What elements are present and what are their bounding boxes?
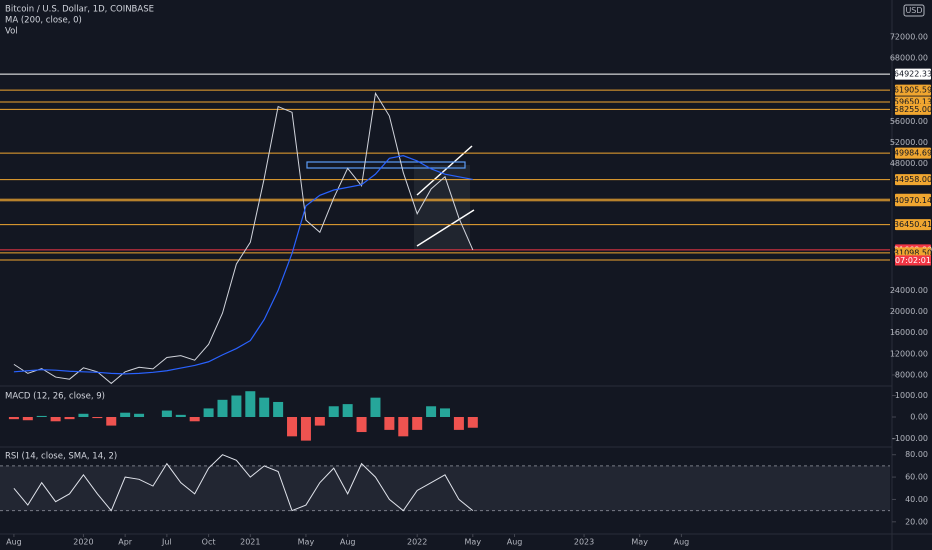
macd-bar — [314, 417, 325, 426]
y-tick-label: 20.00 — [905, 517, 928, 526]
y-tick-label: 56000.00 — [890, 117, 928, 126]
y-tick-label: 1000.00 — [895, 391, 928, 400]
price-line — [13, 155, 473, 375]
macd-bar — [106, 417, 117, 426]
x-tick-label: Apr — [118, 538, 133, 547]
macd-bar — [398, 417, 409, 437]
x-tick-label: Aug — [507, 538, 523, 547]
y-tick-label: 20000.00 — [890, 307, 928, 316]
x-tick-label: 2023 — [574, 538, 594, 547]
countdown: 07:02:01 — [895, 256, 931, 265]
x-tick-label: May — [298, 538, 315, 547]
macd-bar — [440, 408, 450, 417]
x-tick-label: 2022 — [407, 538, 427, 547]
y-tick-label: 0.00 — [910, 413, 928, 422]
macd-bar — [50, 417, 61, 422]
y-tick-label: -1000.00 — [892, 434, 928, 443]
y-tick-label: 24000.00 — [890, 286, 928, 295]
legend-entry: Bitcoin / U.S. Dollar, 1D, COINBASE — [5, 5, 154, 15]
macd-bar — [203, 408, 214, 417]
y-tick-label: 16000.00 — [890, 328, 928, 337]
y-tick-label: 52000.00 — [890, 138, 928, 147]
macd-bar — [384, 417, 395, 430]
macd-bar — [300, 417, 311, 441]
level-label-box — [895, 68, 931, 80]
macd-bar — [342, 404, 353, 417]
x-tick-label: Aug — [674, 538, 690, 547]
y-tick-label: 8000.00 — [895, 370, 928, 379]
price-line — [13, 91, 474, 385]
level-label-box — [895, 195, 931, 207]
macd-bar — [412, 417, 423, 430]
macd-bar — [356, 417, 367, 433]
pane-title: RSI (14, close, SMA, 14, 2) — [5, 452, 117, 462]
currency: USD — [905, 6, 922, 15]
macd-bar — [217, 399, 228, 417]
level-label: 40970.14 — [894, 196, 932, 205]
x-tick-label: 2021 — [240, 538, 260, 547]
x-tick-label: 2020 — [73, 538, 93, 547]
level-label: 36450.41 — [894, 220, 932, 229]
x-tick-label: Aug — [6, 538, 22, 547]
countdown-box — [895, 255, 931, 266]
macd-bar — [92, 417, 103, 419]
macd-bar — [175, 414, 186, 417]
channel-line — [416, 145, 473, 196]
macd-bar — [273, 401, 284, 417]
pane-title: MACD (12, 26, close, 9) — [5, 392, 105, 402]
macd-bar — [161, 410, 172, 417]
level-label: 44958.00 — [894, 175, 932, 184]
y-tick-label: 60.00 — [905, 473, 928, 482]
macd-bar — [370, 397, 381, 417]
macd-bar — [36, 415, 47, 417]
x-tick-label: Oct — [202, 538, 216, 547]
macd-bar — [231, 395, 242, 417]
level-label: 49984.69 — [894, 149, 932, 158]
rsi-band — [0, 465, 890, 511]
macd-bar — [287, 417, 298, 437]
macd-bar — [78, 413, 89, 417]
level-label-box — [895, 84, 931, 96]
level-label-box — [895, 219, 931, 231]
x-tick-label: Aug — [340, 538, 356, 547]
legend-entry: Vol — [5, 27, 18, 37]
y-tick-label: 80.00 — [905, 450, 928, 459]
level-label-box — [895, 103, 931, 115]
level-label-box — [895, 174, 931, 186]
currency-badge — [903, 4, 925, 17]
level-label: 61905.59 — [894, 86, 932, 95]
macd-bar — [328, 406, 339, 417]
y-tick-label: 48000.00 — [890, 159, 928, 168]
y-tick-label: 12000.00 — [890, 349, 928, 358]
macd-bar — [64, 417, 75, 420]
x-tick-label: May — [465, 538, 482, 547]
y-tick-label: 72000.00 — [890, 32, 928, 41]
level-label: 31098.50 — [894, 248, 932, 257]
macd-bar — [8, 417, 19, 420]
y-tick-label: 68000.00 — [890, 53, 928, 62]
macd-bar — [134, 413, 145, 417]
macd-bar — [22, 417, 33, 421]
rsi-line — [13, 454, 474, 512]
x-tick-label: May — [631, 538, 648, 547]
level-label-box — [895, 147, 931, 159]
macd-bar — [120, 412, 131, 417]
macd-bar — [453, 417, 464, 430]
macd-bar — [426, 406, 437, 417]
macd-bar — [467, 417, 478, 428]
legend-entry: MA (200, close, 0) — [5, 16, 82, 26]
level-label: 58255.00 — [894, 105, 932, 114]
y-tick-label: 40.00 — [905, 495, 928, 504]
macd-bar — [189, 417, 200, 422]
level-label: 64922.33 — [894, 70, 932, 79]
macd-bar — [245, 391, 256, 417]
channel-line — [416, 209, 475, 247]
level-label: 59650.13 — [894, 98, 932, 107]
macd-bar — [259, 397, 270, 417]
x-tick-label: Jul — [161, 538, 172, 547]
